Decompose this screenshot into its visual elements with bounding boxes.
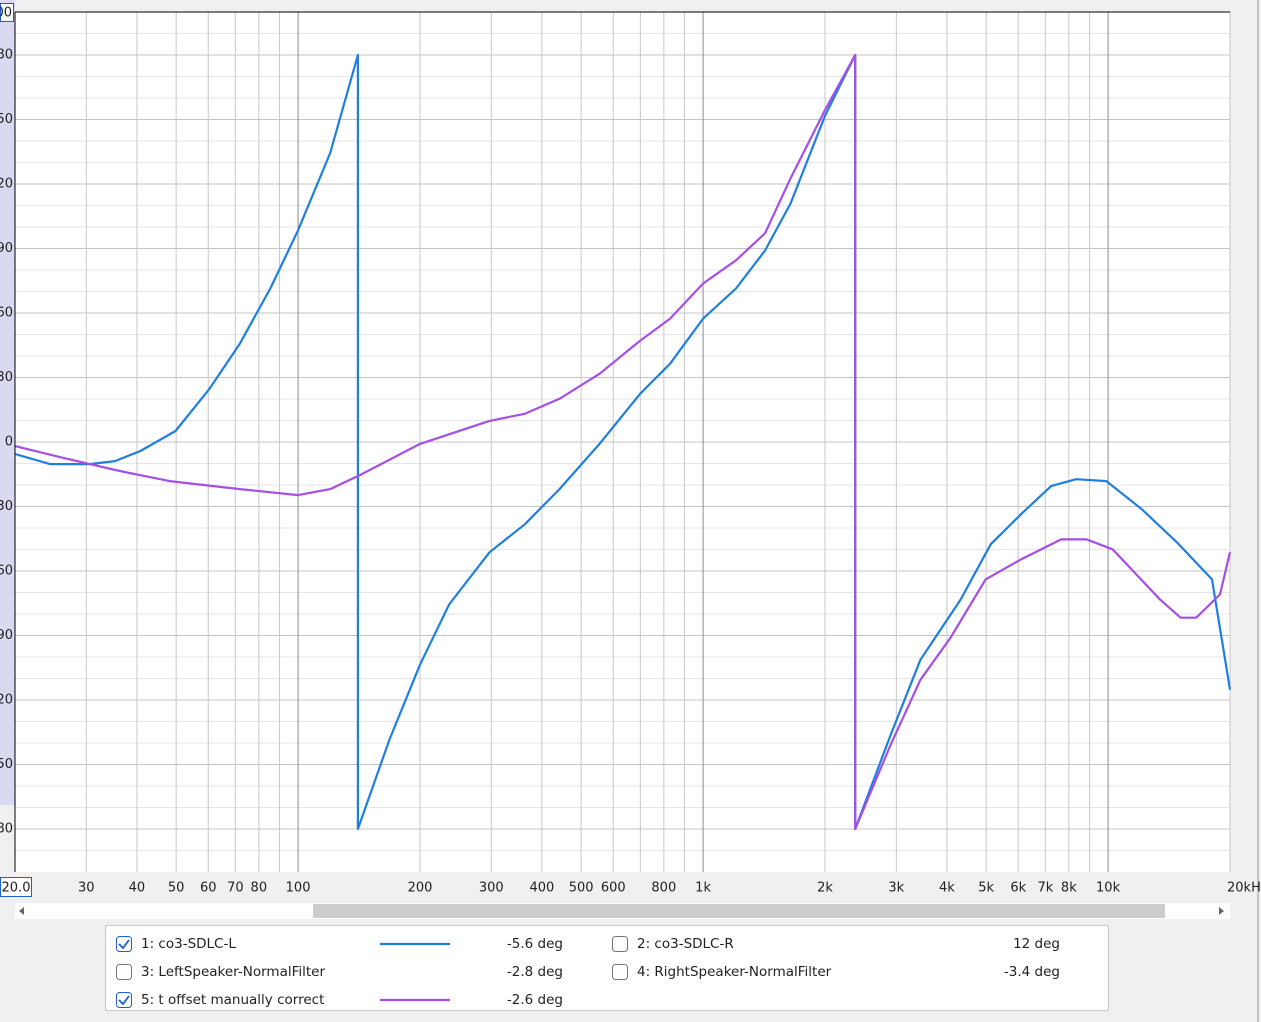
y-tick-label: 120 (0, 177, 13, 192)
x-tick-label: 4k (939, 881, 955, 896)
x-tick-label: 20kHz (1227, 881, 1261, 896)
x-tick-label: 800 (651, 881, 676, 896)
x-tick-label: 600 (601, 881, 626, 896)
x-tick-label: 500 (569, 881, 594, 896)
legend-check (118, 939, 130, 950)
y-max-box[interactable] (0, 3, 14, 22)
legend-checkbox[interactable] (612, 936, 628, 952)
traces (14, 53, 1232, 831)
x-tick-label: 60 (200, 881, 217, 896)
x-tick-label: 8k (1061, 881, 1077, 896)
x-tick-label: 1k (695, 881, 711, 896)
y-tick-label: 150 (0, 112, 13, 127)
legend-box (105, 925, 1109, 1011)
y-tick-label: 60 (0, 306, 13, 321)
axis-strip (0, 0, 15, 805)
scroll-left[interactable] (19, 907, 24, 915)
y-tick-label: 180 (0, 48, 13, 63)
y-tick-label: -180 (0, 822, 13, 837)
legend-checkbox[interactable] (612, 964, 628, 980)
legend-readout: -3.4 deg (1004, 964, 1060, 980)
legend-label: 3: LeftSpeaker-NormalFilter (141, 964, 325, 980)
x-min-box[interactable] (0, 877, 32, 897)
y-tick-label: 30 (0, 370, 13, 385)
x-tick-label: 100 (286, 881, 311, 896)
x-tick-label: 7k (1037, 881, 1053, 896)
legend: 1: co3-SDLC-L -5.6 deg 2: co3-SDLC-R 12 deg… (116, 936, 1060, 1008)
legend-readout: -2.6 deg (507, 992, 563, 1008)
x-tick-label: 40 (129, 881, 146, 896)
legend-checkbox[interactable] (116, 992, 132, 1008)
y-tick-label: -30 (0, 499, 13, 514)
y-tick-label: 90 (0, 241, 13, 256)
x-tick-label: 10k (1096, 881, 1121, 896)
x-tick-label: 3k (888, 881, 904, 896)
x-tick-label: 80 (251, 881, 268, 896)
y-tick-label: -120 (0, 693, 13, 708)
x-tick-label: 50 (168, 881, 185, 896)
x-tick-label: 5k (978, 881, 994, 896)
legend-label: 5: t offset manually correct (141, 992, 324, 1008)
scroll-right[interactable] (1219, 907, 1224, 915)
legend-checkbox[interactable] (116, 964, 132, 980)
x-tick-label: 6k (1010, 881, 1026, 896)
y-tick-label: -150 (0, 757, 13, 772)
x-tick-label: 200 (408, 881, 433, 896)
trace (14, 53, 1232, 831)
y-max-label: 200 (0, 6, 12, 21)
legend-label: 1: co3-SDLC-L (141, 936, 236, 952)
y-tick-label: -90 (0, 628, 13, 643)
legend-readout: -5.6 deg (507, 936, 563, 952)
legend-readout: 12 deg (1013, 936, 1060, 952)
x-tick-label: 70 (227, 881, 244, 896)
x-tick-label: 300 (479, 881, 504, 896)
legend-check (118, 995, 130, 1006)
x-min-label: 20.0 (2, 881, 31, 896)
legend-readout: -2.8 deg (507, 964, 563, 980)
y-tick-label: 0 (5, 435, 13, 450)
trace (14, 53, 1232, 831)
grid (15, 12, 1231, 872)
x-tick-label: 2k (817, 881, 833, 896)
legend-label: 2: co3-SDLC-R (637, 936, 734, 952)
x-tick-label: 400 (530, 881, 555, 896)
x-tick-label: 30 (78, 881, 95, 896)
tick-labels: 2001801501209060300-30-60-90-120-150-180… (0, 3, 1261, 897)
y-tick-label: -60 (0, 564, 13, 579)
legend-label: 4: RightSpeaker-NormalFilter (637, 964, 832, 980)
scrollbar-thumb[interactable] (313, 904, 1165, 918)
legend-checkbox[interactable] (116, 936, 132, 952)
